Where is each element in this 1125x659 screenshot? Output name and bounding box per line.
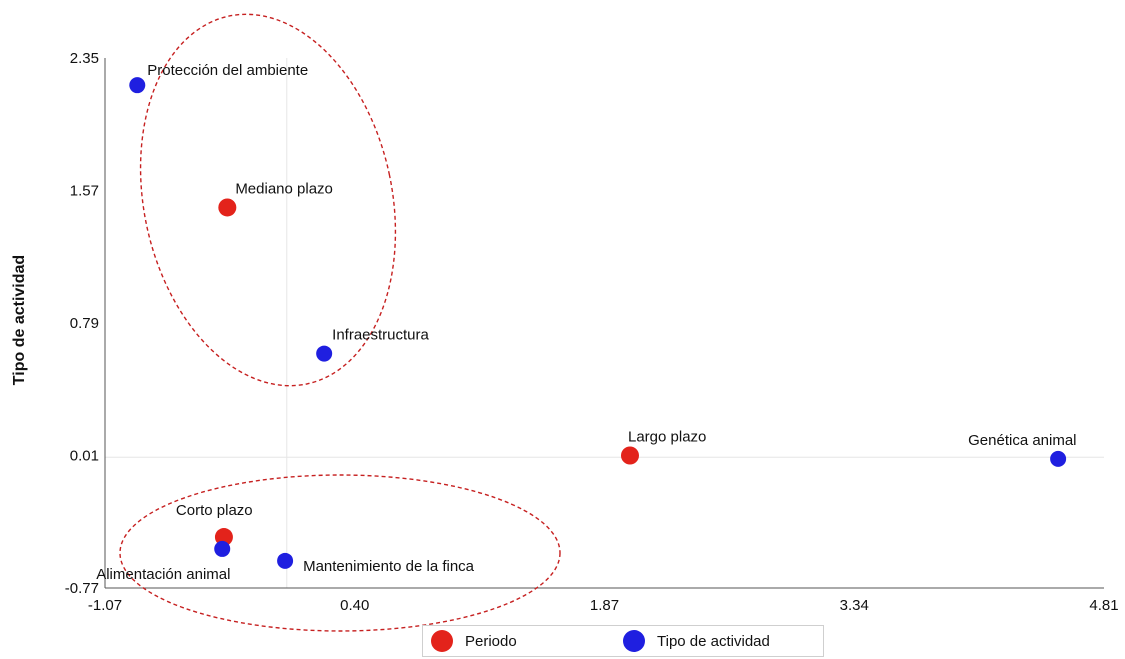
legend: Periodo Tipo de actividad <box>422 625 824 657</box>
point-infraestructura <box>316 345 333 362</box>
x-tick-label: -1.07 <box>88 597 122 614</box>
y-tick-label: 1.57 <box>70 183 99 200</box>
point-mediano-plazo <box>218 198 237 217</box>
y-tick-label: 0.01 <box>70 448 99 465</box>
point-label-infraestructura: Infraestructura <box>332 327 429 344</box>
point-mantenimiento-de-la-finca <box>277 552 294 569</box>
x-tick-label: 4.81 <box>1089 597 1118 614</box>
x-tick-label: 3.34 <box>840 597 869 614</box>
point-label-genetica-animal: Genética animal <box>968 432 1076 449</box>
x-tick-label: 1.87 <box>590 597 619 614</box>
point-genetica-animal <box>1050 450 1067 467</box>
point-label-mantenimiento-de-la-finca: Mantenimiento de la finca <box>303 558 475 575</box>
group-ellipse-lower <box>119 474 561 632</box>
point-largo-plazo <box>620 446 639 465</box>
y-tick-label: -0.77 <box>65 580 99 597</box>
legend-dot-tipo-de-actividad <box>623 630 645 652</box>
x-tick-label: 0.40 <box>340 597 369 614</box>
y-tick-label: 0.79 <box>70 315 99 332</box>
point-alimentacion-animal <box>214 540 231 557</box>
legend-item-tipo-de-actividad: Tipo de actividad <box>623 630 770 652</box>
y-axis-label: Tipo de actividad <box>11 255 28 385</box>
point-label-alimentacion-animal: Alimentación animal <box>96 566 230 583</box>
y-tick-label: 2.35 <box>70 50 99 67</box>
legend-label-periodo: Periodo <box>465 632 517 650</box>
legend-dot-periodo <box>431 630 453 652</box>
point-label-mediano-plazo: Mediano plazo <box>235 180 333 197</box>
point-proteccion-del-ambiente <box>129 77 146 94</box>
point-label-corto-plazo: Corto plazo <box>176 502 253 519</box>
point-label-largo-plazo: Largo plazo <box>628 429 706 446</box>
legend-label-tipo-de-actividad: Tipo de actividad <box>657 632 770 650</box>
legend-item-periodo: Periodo <box>431 630 517 652</box>
point-label-proteccion-del-ambiente: Protección del ambiente <box>147 62 308 79</box>
group-ellipse-upper <box>139 13 397 387</box>
